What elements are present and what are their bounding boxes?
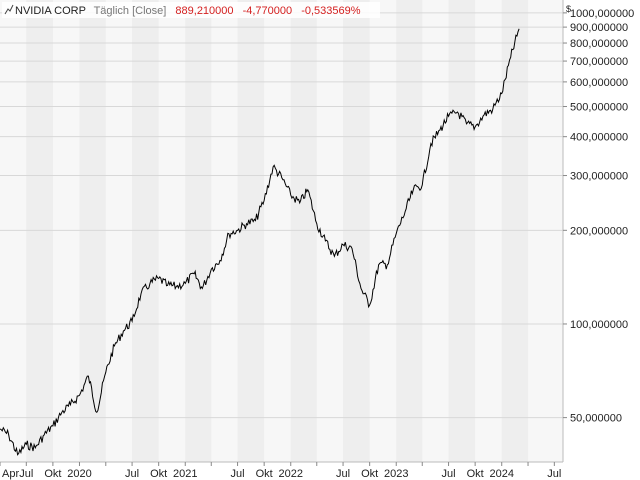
price-line — [0, 28, 520, 456]
y-tick-label: 300,000000 — [570, 171, 628, 183]
quarter-band — [290, 0, 317, 462]
y-axis: 50,000000 100,000000 200,000000 300,000000 4… — [563, 8, 634, 425]
x-tick-label: 2021 — [173, 468, 197, 480]
quarter-bands — [26, 0, 529, 462]
x-tick-label: Jul — [125, 468, 139, 480]
x-tick-label: Jul — [547, 468, 561, 480]
quarter-band — [448, 0, 476, 462]
x-tick-label: Jul — [231, 468, 245, 480]
quarter-band — [132, 0, 159, 462]
x-tick-label: Okt — [256, 468, 273, 480]
line-chart-icon — [4, 4, 14, 15]
y-tick-label: 400,000000 — [570, 132, 628, 144]
quarter-band — [185, 0, 212, 462]
quarter-band — [396, 0, 423, 462]
x-tick-label: 2024 — [489, 468, 513, 480]
x-tick-label: Okt — [467, 468, 484, 480]
y-tick-label: 50,000000 — [570, 413, 622, 425]
x-axis: Apr Jul Okt 2020 Jul Okt 2021 Jul Okt 2022 Jul Okt 2… — [0, 462, 561, 480]
quarter-band — [343, 0, 370, 462]
x-tick-label: Jul — [19, 468, 33, 480]
quarter-band — [237, 0, 265, 462]
price-change-pct: -0,533569% — [301, 5, 361, 17]
x-tick-label: Okt — [44, 468, 61, 480]
price-change: -4,770000 — [243, 5, 293, 17]
svg-text:NVIDIA CORP Täglich [Clo: NVIDIA CORP Täglich [Close] 889,210000 -… — [15, 5, 361, 17]
x-tick-label: Okt — [361, 468, 378, 480]
x-tick-label: Jul — [336, 468, 350, 480]
y-tick-label: 600,000000 — [570, 77, 628, 89]
x-tick-label: 2022 — [279, 468, 303, 480]
x-tick-label: 2020 — [67, 468, 91, 480]
x-tick-label: Apr — [2, 468, 19, 480]
instrument-name: NVIDIA CORP — [15, 5, 86, 17]
x-tick-label: Jul — [442, 468, 456, 480]
currency-unit-label: $ — [566, 4, 571, 14]
y-tick-label: 900,000000 — [570, 22, 628, 34]
x-tick-label: 2023 — [384, 468, 408, 480]
header-background — [2, 2, 380, 18]
x-tick-label: Okt — [150, 468, 167, 480]
y-tick-label: 100,000000 — [570, 319, 628, 331]
y-tick-label: 1000,000000 — [570, 8, 634, 20]
quarter-band — [26, 0, 53, 462]
period-label: Täglich [Close] — [94, 5, 167, 17]
y-tick-label: 800,000000 — [570, 38, 628, 50]
y-tick-label: 200,000000 — [570, 225, 628, 237]
chart-header: NVIDIA CORP Täglich [Close] 889,210000 -… — [2, 2, 380, 18]
last-price: 889,210000 — [175, 5, 233, 17]
quarter-band — [501, 0, 529, 462]
y-tick-label: 500,000000 — [570, 102, 628, 114]
y-tick-label: 700,000000 — [570, 56, 628, 68]
